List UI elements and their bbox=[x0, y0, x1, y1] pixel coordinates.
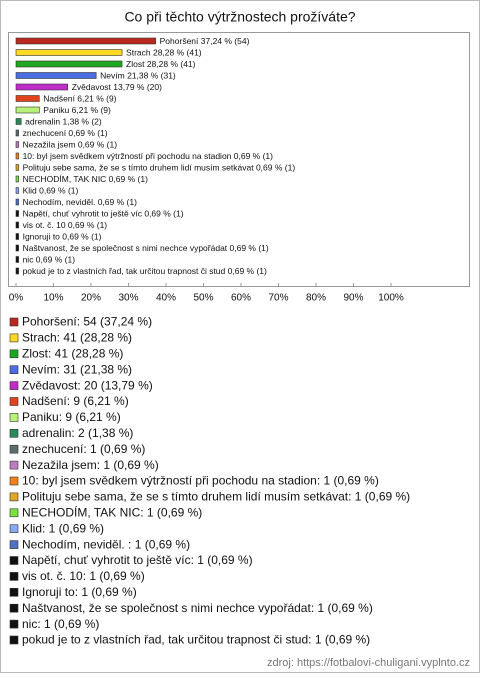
legend-swatch bbox=[9, 635, 19, 645]
bar bbox=[15, 244, 19, 252]
x-tick-label: 70% bbox=[268, 293, 288, 304]
legend-swatch bbox=[9, 365, 19, 375]
bar bbox=[15, 187, 19, 194]
bar-label: Naštvanost, že se společnost s nimi nech… bbox=[23, 243, 269, 253]
bar-label: Polituju sebe sama, že se s tímto druhem… bbox=[23, 162, 296, 172]
chart-title: Co při těchto výtržnostech prožíváte? bbox=[124, 9, 355, 25]
bar bbox=[15, 221, 19, 229]
legend-label: Zvědavost: 20 (13,79 %) bbox=[22, 378, 153, 392]
bar-label: Paniku 6,21 % (9) bbox=[43, 105, 111, 115]
x-tick-label: 50% bbox=[193, 293, 213, 304]
legend-label: adrenalin: 2 (1,38 %) bbox=[22, 426, 133, 440]
bar bbox=[15, 164, 19, 171]
bar-label: NECHODÍM, TAK NIC 0,69 % (1) bbox=[23, 174, 148, 184]
legend-swatch bbox=[9, 492, 19, 502]
bar-label: Nechodím, neviděl. 0,69 % (1) bbox=[23, 197, 138, 207]
bar-label: Klid 0,69 % (1) bbox=[23, 185, 79, 195]
bar-label: pokud je to z vlastních řad, tak určitou… bbox=[23, 266, 267, 276]
bar bbox=[15, 118, 22, 125]
legend-label: Polituju sebe sama, že se s tímto druhem… bbox=[22, 490, 410, 504]
x-tick-label: 10% bbox=[43, 293, 63, 304]
bar-label: nic 0,69 % (1) bbox=[23, 254, 76, 264]
legend-swatch bbox=[9, 556, 19, 565]
legend-label: vis ot. č. 10: 1 (0,69 %) bbox=[22, 569, 145, 583]
bar-label: 10: byl jsem svědkem výtržností při poch… bbox=[23, 151, 274, 161]
legend-swatch bbox=[9, 603, 19, 613]
legend-label: Nezažila jsem: 1 (0,69 %) bbox=[22, 458, 159, 472]
x-tick-label: 90% bbox=[343, 293, 363, 304]
bar bbox=[15, 129, 19, 137]
legend-swatch bbox=[9, 572, 19, 581]
bar-label: znechucení 0,69 % (1) bbox=[23, 128, 108, 138]
bar bbox=[15, 152, 19, 160]
legend-label: NECHODÍM, TAK NIC: 1 (0,69 %) bbox=[22, 504, 202, 519]
legend-label: Zlost: 41 (28,28 %) bbox=[22, 346, 123, 360]
bar-label: Nevím 21,38 % (31) bbox=[100, 70, 176, 80]
legend-swatch bbox=[9, 428, 19, 438]
legend-label: Nechodím, neviděl. : 1 (0,69 %) bbox=[22, 537, 190, 551]
legend-swatch bbox=[9, 540, 19, 549]
bar bbox=[15, 267, 19, 275]
bar bbox=[15, 256, 19, 263]
bar bbox=[15, 49, 123, 56]
legend-label: Strach: 41 (28,28 %) bbox=[22, 331, 132, 345]
legend-label: Nevím: 31 (21,38 %) bbox=[22, 362, 132, 376]
source: zdroj: https://fotbalovi-chuligani.vypln… bbox=[267, 657, 470, 669]
legend-label: Naštvanost, že se společnost s nimi nech… bbox=[22, 601, 373, 615]
legend-label: Napětí, chuť vyhrotit to ještě víc: 1 (0… bbox=[22, 553, 253, 567]
bar-label: Nezažila jsem 0,69 % (1) bbox=[23, 139, 118, 149]
bar-label: Ignoruji to 0,69 % (1) bbox=[23, 231, 102, 241]
legend-swatch bbox=[9, 508, 19, 518]
bar-label: vis ot. č. 10 0,69 % (1) bbox=[23, 220, 108, 230]
x-tick-label: 30% bbox=[118, 293, 138, 304]
legend-swatch bbox=[9, 619, 19, 629]
legend-swatch bbox=[9, 460, 19, 470]
bar-label: Nadšení 6,21 % (9) bbox=[43, 93, 116, 103]
legend-swatch bbox=[9, 444, 19, 454]
legend-swatch bbox=[9, 524, 19, 534]
legend-label: Pohoršení: 54 (37,24 %) bbox=[22, 315, 152, 329]
legend-label: nic: 1 (0,69 %) bbox=[22, 617, 99, 631]
legend-swatch bbox=[9, 413, 19, 422]
bar-label: adrenalin 1,38 % (2) bbox=[25, 116, 102, 126]
legend-label: Ignoruji to: 1 (0,69 %) bbox=[22, 585, 137, 599]
x-tick-label: 0% bbox=[9, 293, 24, 304]
legend-swatch bbox=[9, 476, 19, 486]
bar-label: Zlost 28,28 % (41) bbox=[126, 59, 196, 69]
x-tick-label: 80% bbox=[306, 293, 326, 304]
legend-swatch bbox=[9, 381, 19, 390]
legend-label: Klid: 1 (0,69 %) bbox=[22, 521, 104, 535]
legend-swatch bbox=[9, 333, 19, 343]
bar-label: Zvědavost 13,79 % (20) bbox=[72, 82, 162, 92]
bar-label: Napětí, chuť vyhrotit to ještě víc 0,69 … bbox=[23, 208, 184, 218]
bar bbox=[15, 95, 40, 102]
bar bbox=[15, 233, 19, 240]
bar-label: Pohoršení 37,24 % (54) bbox=[160, 36, 250, 46]
x-tick-label: 20% bbox=[81, 293, 101, 304]
bar bbox=[15, 60, 123, 68]
bar bbox=[15, 175, 19, 183]
legend-label: Nadšení: 9 (6,21 %) bbox=[22, 394, 129, 408]
legend-label: znechucení: 1 (0,69 %) bbox=[22, 442, 145, 456]
legend-swatch bbox=[9, 397, 19, 406]
bar-label: Strach 28,28 % (41) bbox=[126, 47, 202, 57]
bar bbox=[15, 72, 97, 79]
legend-swatch bbox=[9, 349, 19, 359]
bar bbox=[15, 83, 69, 91]
legend-label: 10: byl jsem svědkem výtržností při poch… bbox=[22, 474, 379, 488]
x-tick-label: 100% bbox=[378, 293, 404, 304]
legend-swatch bbox=[9, 587, 19, 597]
legend-label: pokud je to z vlastních řad, tak určitou… bbox=[22, 633, 370, 647]
bar bbox=[15, 37, 156, 45]
bar bbox=[15, 210, 19, 217]
legend-swatch bbox=[9, 317, 19, 327]
bar bbox=[15, 198, 19, 206]
x-tick-label: 40% bbox=[156, 293, 176, 304]
legend-label: Paniku: 9 (6,21 %) bbox=[22, 410, 121, 424]
x-tick-label: 60% bbox=[231, 293, 251, 304]
bar bbox=[15, 106, 40, 114]
bar bbox=[15, 141, 19, 148]
